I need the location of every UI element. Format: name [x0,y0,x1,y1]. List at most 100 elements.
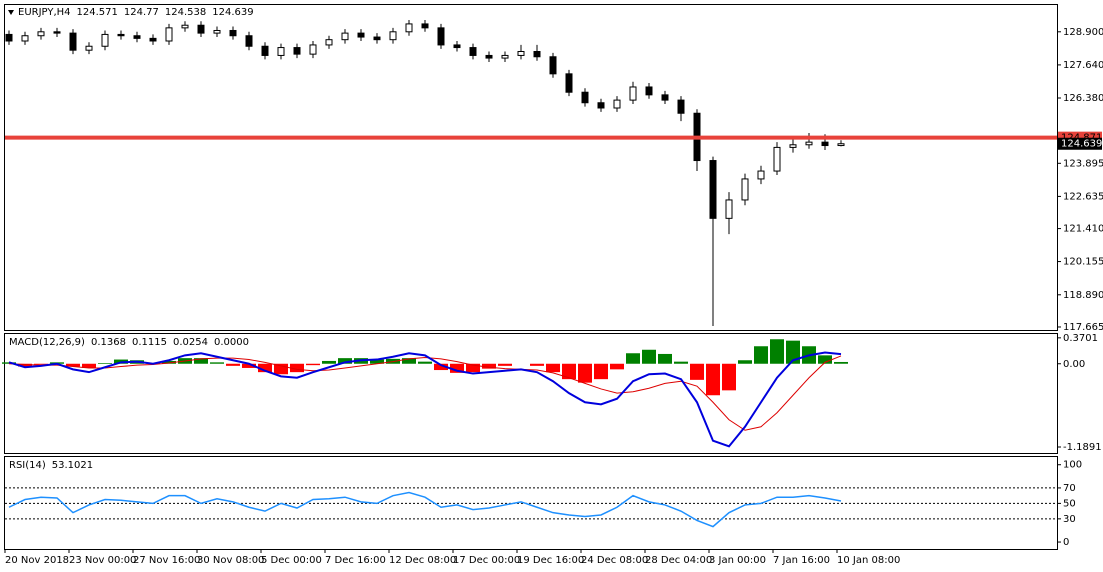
candle-body [325,39,333,46]
candle-body [821,141,829,147]
y-tick-label: 123.895 [1063,158,1103,169]
candle-body [469,47,477,56]
y-tick-label: 120.155 [1063,257,1103,268]
candle-body [613,99,621,109]
candle-body [757,170,765,180]
histogram-bar [34,363,48,365]
candle-body [405,23,413,33]
histogram-bar [258,363,272,373]
header-value: 0.1115 [132,337,167,348]
y-tick-label: 118.890 [1063,290,1103,301]
candle-body [165,27,173,42]
candle-body [341,32,349,41]
histogram-bar [242,363,256,368]
histogram-bar [274,363,288,375]
histogram-bar [82,363,96,368]
candle-body [661,94,669,101]
candle-body [789,144,797,148]
histogram-bar [210,362,224,364]
histogram-bar [690,363,704,380]
histogram-bar [594,363,608,380]
candle-body [485,54,493,59]
y-tick-label: 122.635 [1063,191,1103,202]
candle-body [101,33,109,47]
x-tick-label: 10 Jan 08:00 [837,555,900,566]
x-tick-label: 28 Dec 04:00 [645,555,712,566]
histogram-bar [818,355,832,364]
histogram-bar [578,363,592,383]
candle-body [21,35,29,42]
candle-body [837,143,845,147]
candle-body [549,56,557,75]
candle-body [565,73,573,93]
candle-body [197,24,205,34]
histogram-bar [290,363,304,373]
candle-body [741,178,749,201]
histogram-bar [418,361,432,364]
histogram-bar [162,360,176,364]
histogram-bar [786,340,800,364]
candle-body [37,31,45,37]
histogram-bar [450,363,464,373]
x-tick-label: 19 Dec 16:00 [517,555,584,566]
histogram-bar [658,353,672,364]
y-tick-label: 128.900 [1063,27,1103,38]
histogram-bar [610,363,624,370]
price-label: 124.639 [1061,139,1102,150]
candle-body [357,32,365,38]
histogram-bar [194,358,208,364]
y-tick-label: 127.640 [1063,60,1103,71]
candle-body [677,99,685,114]
indicator-name: MACD(12,26,9) [9,337,85,348]
header-value: 124.571 [77,7,118,18]
y-tick-label: 100 [1063,460,1082,471]
histogram-bar [706,363,720,396]
candle-body [277,47,285,56]
x-tick-label: 7 Jan 16:00 [773,555,830,566]
histogram-bar [562,363,576,380]
candle-body [773,146,781,172]
candle-body [309,44,317,55]
header-value: 124.538 [165,7,206,18]
candle-body [181,24,189,29]
candle-body [261,45,269,56]
y-tick-label: 126.380 [1063,93,1103,104]
histogram-bar [466,363,480,373]
candle-body [373,36,381,41]
header-value: 124.639 [212,7,253,18]
histogram-bar [626,353,640,364]
histogram-bar [226,363,240,366]
histogram-bar [338,358,352,364]
header-value: 0.0254 [173,337,208,348]
histogram-bar [434,363,448,371]
rsi-line [8,491,842,528]
header-value: 0.1368 [91,337,126,348]
signal-line [8,355,842,431]
indicator-name: EURJPY,H4 [18,7,71,18]
header-value: 124.77 [124,7,159,18]
candle-body [581,91,589,104]
candle-body [69,32,77,51]
x-tick-label: 3 Jan 00:00 [709,555,766,566]
candle-body [645,86,653,96]
candle-body [117,33,125,37]
histogram-bar [402,358,416,364]
y-tick-label: 30 [1063,514,1076,525]
histogram-bar [498,363,512,366]
histogram-bar [98,363,112,364]
histogram-bar [370,359,384,364]
candle-body [453,44,461,49]
indicator-name: RSI(14) [9,460,46,471]
x-tick-label: 30 Nov 08:00 [197,555,264,566]
candle-body [597,102,605,109]
menu-arrow[interactable] [8,10,14,15]
pane-header: EURJPY,H4 124.571 124.77 124.538 124.639 [18,7,254,18]
histogram-bar [66,363,80,367]
candle-body [293,47,301,55]
pane-header: RSI(14) 53.1021 [9,460,93,471]
histogram-bar [18,363,32,367]
y-tick-label: -1.1891 [1063,442,1102,453]
histogram-bar [738,360,752,364]
y-tick-label: 50 [1063,498,1076,509]
macd-pane [4,333,1058,454]
